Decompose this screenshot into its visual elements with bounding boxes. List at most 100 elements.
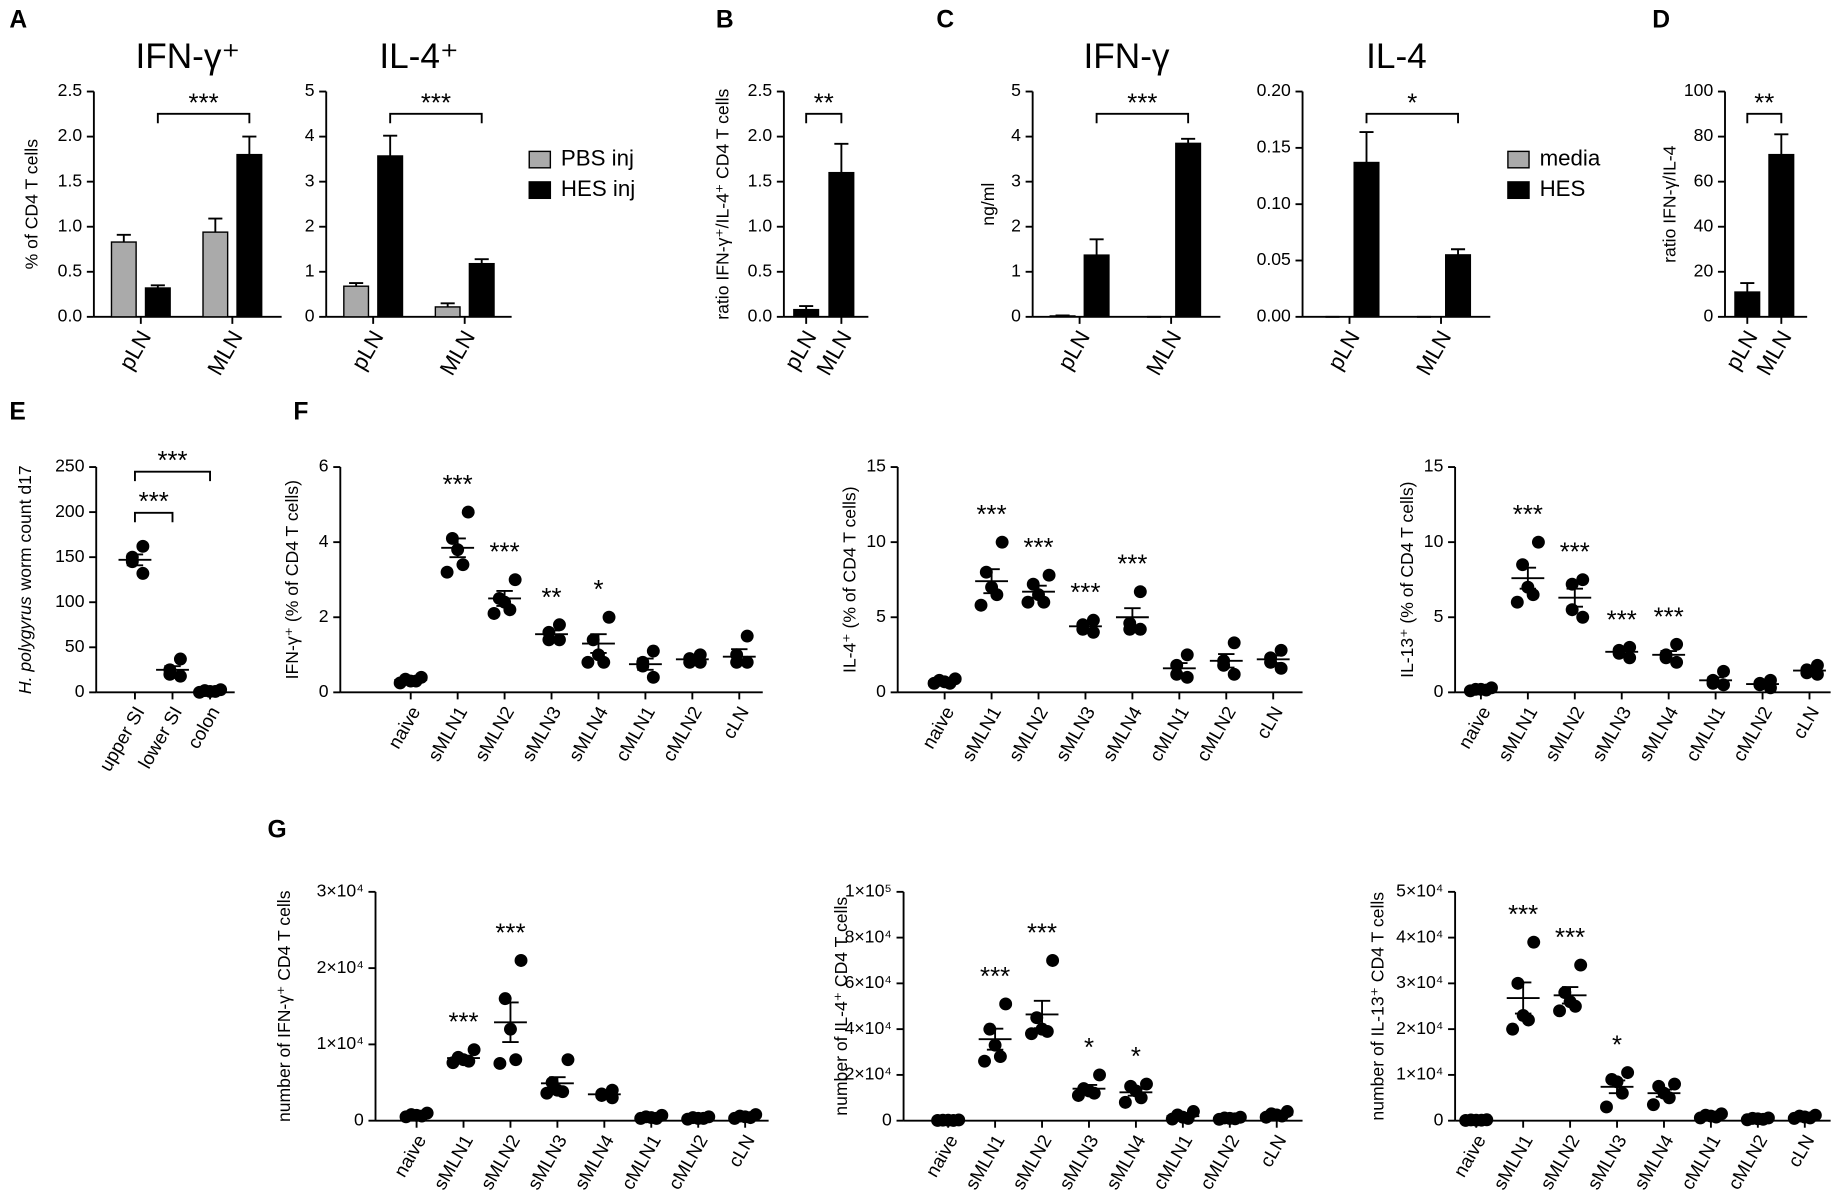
- chart-title: IL-4⁺: [379, 37, 458, 76]
- x-tick-label: cLN: [1252, 703, 1287, 742]
- point: [1621, 1066, 1635, 1080]
- sem-bar: [449, 537, 466, 559]
- y-axis-label: % of CD4 T cells: [22, 139, 42, 270]
- point: [1531, 535, 1545, 549]
- significance: *: [1131, 1043, 1141, 1071]
- sem-bar: [1127, 1087, 1145, 1097]
- x-tick-label: cLN: [724, 1131, 759, 1170]
- panel-label: D: [1652, 7, 1670, 34]
- sem-bar: [1514, 981, 1532, 1015]
- x-tick-label: sMLN2: [1541, 703, 1589, 765]
- error-bar: [474, 258, 489, 264]
- y-tick-label: 100: [1684, 80, 1714, 100]
- y-axis-label: number of IL-4⁺ CD4 T cells: [831, 897, 851, 1116]
- significance: *: [1612, 1032, 1622, 1060]
- x-tick-label: cMLN2: [1728, 703, 1776, 765]
- legend-swatch: [528, 181, 552, 200]
- legend-label: HES inj: [561, 176, 635, 201]
- x-tick-label: pLN: [1323, 326, 1365, 374]
- bar: [1353, 161, 1380, 318]
- y-tick-label: 0: [876, 681, 886, 701]
- y-tick-label: 5: [305, 80, 315, 100]
- sem-bar: [1268, 1112, 1285, 1117]
- error-bar: [242, 135, 257, 155]
- x-tick-label: sMLN3: [517, 703, 565, 765]
- point: [173, 669, 187, 683]
- point: [1042, 568, 1056, 582]
- y-tick-label: 2: [305, 215, 315, 235]
- x-tick-label: naive: [921, 1131, 962, 1180]
- x-tick-label: pLN: [1053, 326, 1095, 374]
- point: [1046, 954, 1060, 967]
- significance: ***: [1127, 89, 1157, 117]
- panel-label: E: [9, 399, 25, 426]
- y-axis-label: IL-4⁺ (% of CD4 T cells): [839, 486, 859, 673]
- x-tick-label: cMLN1: [1681, 703, 1729, 765]
- y-axis-label: number of IFN-γ⁺ CD4 T cells: [274, 890, 294, 1122]
- sem-bar: [1801, 667, 1818, 674]
- significance: *: [1084, 1034, 1094, 1062]
- x-tick-label: sMLN1: [429, 1131, 477, 1193]
- x-tick-label: sMLN2: [470, 703, 518, 765]
- point: [1140, 1077, 1153, 1091]
- sem-bar: [1608, 1079, 1626, 1095]
- bar: [343, 285, 370, 318]
- panel-label: F: [293, 399, 308, 426]
- bar: [1445, 254, 1472, 318]
- x-tick-label: cMLN1: [611, 703, 659, 765]
- y-axis-label: ng/ml: [978, 183, 998, 226]
- point: [456, 558, 470, 572]
- y-axis-label: H. polygyrus worm count d17: [14, 465, 34, 694]
- x-tick-label: sMLN4: [1102, 1131, 1150, 1193]
- point: [974, 598, 988, 612]
- sem-bar: [643, 1115, 660, 1119]
- bar: [1734, 291, 1761, 318]
- point: [943, 676, 957, 690]
- point: [1071, 1089, 1085, 1102]
- sem-bar: [936, 679, 953, 683]
- y-tick-label: 10: [866, 531, 886, 551]
- y-tick-label: 2: [319, 606, 329, 626]
- significance: ***: [139, 488, 169, 516]
- significance: ***: [448, 1009, 478, 1037]
- point: [1227, 667, 1241, 681]
- point: [1037, 595, 1051, 609]
- sem-bar: [201, 689, 219, 693]
- y-tick-label: 1: [305, 260, 315, 280]
- y-tick-label: 0.5: [58, 260, 83, 280]
- y-tick-label: 0: [319, 681, 329, 701]
- sem-bar: [690, 1116, 707, 1120]
- sem-bar: [1566, 587, 1584, 608]
- y-tick-label: 150: [55, 546, 85, 566]
- sem-bar: [1519, 566, 1537, 590]
- y-tick-label: 15: [866, 456, 886, 476]
- x-tick-label: pLN: [346, 326, 388, 374]
- y-tick-label: 3×10⁴: [317, 880, 364, 900]
- point: [552, 633, 566, 647]
- panel-label: C: [936, 7, 954, 34]
- y-tick-label: 0: [882, 1109, 892, 1129]
- y-tick-label: 1: [1011, 260, 1021, 280]
- significance: ***: [1560, 539, 1590, 567]
- x-tick-label: sMLN1: [1494, 703, 1542, 765]
- x-tick-label: cMLN2: [1196, 1131, 1244, 1193]
- point: [995, 535, 1009, 549]
- x-tick-label: cMLN2: [664, 1131, 712, 1193]
- x-tick-label: naive: [918, 703, 959, 752]
- y-tick-label: 250: [55, 456, 85, 476]
- y-tick-label: 0.10: [1257, 193, 1291, 213]
- x-tick-label: sMLN3: [1583, 1131, 1631, 1193]
- x-tick-label: sMLN4: [1098, 703, 1146, 765]
- x-tick-label: MLN: [1141, 326, 1186, 379]
- x-tick-label: cMLN2: [1192, 703, 1240, 765]
- x-tick-label: naive: [1449, 1131, 1490, 1180]
- point: [1527, 935, 1541, 949]
- sem-bar: [543, 629, 560, 639]
- x-tick-label: sMLN3: [1055, 1131, 1103, 1193]
- sem-bar: [1033, 999, 1051, 1030]
- y-tick-label: 0.15: [1257, 137, 1291, 157]
- y-tick-label: 1.5: [58, 170, 83, 190]
- error-bar: [1740, 282, 1755, 293]
- point: [440, 565, 454, 579]
